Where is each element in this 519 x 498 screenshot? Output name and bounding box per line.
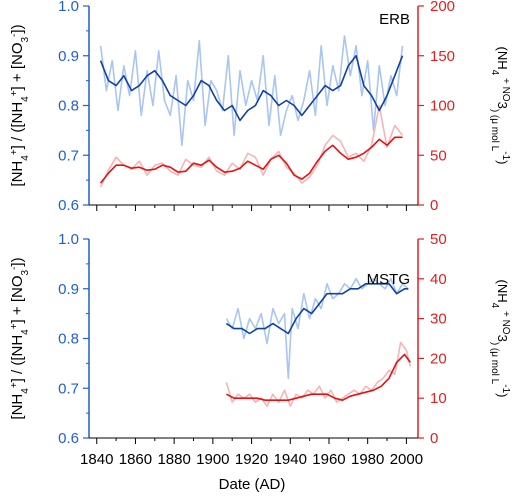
left-y-axis-label-part: + — [9, 323, 20, 329]
x-tick-label: 1840 — [80, 451, 113, 468]
x-tick-label: 1940 — [274, 451, 307, 468]
x-tick-label: 1980 — [351, 451, 384, 468]
right-y-tick-label: 200 — [430, 0, 455, 15]
left-y-axis-label: [NH4+] / ([NH4+] + [NO3-]) — [9, 24, 31, 186]
left-y-axis-label-part: 4 — [20, 388, 31, 394]
left-y-tick-label: 1.0 — [58, 0, 79, 15]
left-y-axis-label-part: ] + [NO — [9, 42, 26, 90]
right-y-tick-label: 50 — [430, 231, 447, 248]
ratio-smooth-line — [99, 54, 404, 122]
left-y-axis-label-part: 3 — [20, 269, 31, 275]
left-y-tick-label: 0.8 — [58, 98, 79, 115]
right-y-tick-label: 0 — [430, 430, 438, 447]
right-y-tick-label: 0 — [430, 197, 438, 214]
left-y-axis-label-part: + — [9, 90, 20, 96]
ratio-raw-line — [225, 277, 409, 380]
right-y-tick-label: 50 — [430, 147, 447, 164]
left-y-axis-label-part: + — [9, 149, 20, 155]
left-y-axis-label-part: 3 — [20, 36, 31, 42]
left-y-axis-label-part: 4 — [20, 329, 31, 335]
right-y-axis-label: (NH4 + NO3) (μ mol L-1) — [490, 280, 512, 398]
right-y-tick-label: 10 — [430, 390, 447, 407]
right-y-axis-label-part: ) — [495, 393, 510, 397]
ratio-smooth-line — [225, 282, 409, 335]
concentration-raw-line — [225, 341, 412, 408]
ratio-raw-line — [99, 35, 404, 147]
left-y-axis-label-part: 4 — [20, 155, 31, 161]
left-y-tick-label: 1.0 — [58, 231, 79, 248]
right-y-axis-label-part: 3 — [495, 335, 510, 342]
left-y-axis-label-part: [NH — [9, 394, 26, 420]
left-y-axis-label-part: 4 — [20, 96, 31, 102]
x-tick-label: 1960 — [312, 451, 345, 468]
right-y-axis-label-part: 4 — [490, 303, 501, 309]
left-y-axis-label-part: ] + [NO — [9, 275, 26, 323]
left-y-axis-label-part: ] / ([NH — [9, 335, 26, 383]
right-y-tick-label: 150 — [430, 48, 455, 65]
right-y-tick-label: 100 — [430, 98, 455, 115]
right-y-axis-label-part: 3 — [495, 102, 510, 109]
panel-title: ERB — [379, 11, 410, 28]
right-y-tick-label: 30 — [430, 311, 447, 328]
x-tick-label: 1880 — [157, 451, 190, 468]
right-y-axis-label-part: -1 — [501, 151, 512, 160]
right-y-axis-label-part: + NO — [501, 308, 512, 335]
left-y-tick-label: 0.6 — [58, 197, 79, 214]
right-y-axis-label-part: ) (μ mol L — [490, 109, 501, 152]
left-y-tick-label: 0.9 — [58, 281, 79, 298]
left-y-tick-label: 0.9 — [58, 48, 79, 65]
panel-title: MSTG — [367, 271, 410, 288]
right-y-tick-label: 20 — [430, 350, 447, 367]
right-y-axis-label-part: ) (μ mol L — [490, 342, 501, 385]
panel-mstg: 0.6 0.7 0.8 0.9 1.0 0 10 20 30 40 50 1840 1860 1880 19… — [9, 231, 512, 468]
concentration-raw-line — [99, 104, 404, 188]
x-tick-label: 1900 — [196, 451, 229, 468]
x-tick-label: 1920 — [235, 451, 268, 468]
left-y-tick-label: 0.7 — [58, 147, 79, 164]
right-y-axis-label-part: (NH — [495, 280, 510, 303]
right-y-axis-label-part: -1 — [501, 384, 512, 393]
right-y-axis-label-part: + NO — [501, 75, 512, 102]
x-axis-label: Date (AD) — [219, 476, 286, 493]
left-y-axis-label: [NH4+] / ([NH4+] + [NO3-]) — [9, 257, 31, 419]
left-y-axis-label-part: ] / ([NH — [9, 102, 26, 150]
left-y-axis-label-part: + — [9, 382, 20, 388]
concentration-smooth-line — [226, 353, 411, 402]
right-y-axis-label-part: ) — [495, 160, 510, 164]
right-y-axis-label: (NH4 + NO3) (μ mol L-1) — [490, 47, 512, 165]
right-y-axis-label-part: (NH — [495, 47, 510, 70]
concentration-smooth-line — [99, 136, 403, 184]
right-y-tick-label: 40 — [430, 271, 447, 288]
right-y-axis-label-part: 4 — [490, 70, 501, 76]
left-y-axis-label-part: ]) — [9, 24, 26, 33]
left-y-axis-label-part: [NH — [9, 161, 26, 187]
left-y-tick-label: 0.8 — [58, 331, 79, 348]
left-y-axis-label-part: - — [9, 34, 20, 37]
left-y-axis-label-part: - — [9, 267, 20, 270]
left-y-tick-label: 0.6 — [58, 430, 79, 447]
left-y-axis-label-part: ]) — [9, 257, 26, 266]
x-tick-label: 2000 — [390, 451, 423, 468]
x-tick-label: 1860 — [119, 451, 152, 468]
left-y-tick-label: 0.7 — [58, 380, 79, 397]
